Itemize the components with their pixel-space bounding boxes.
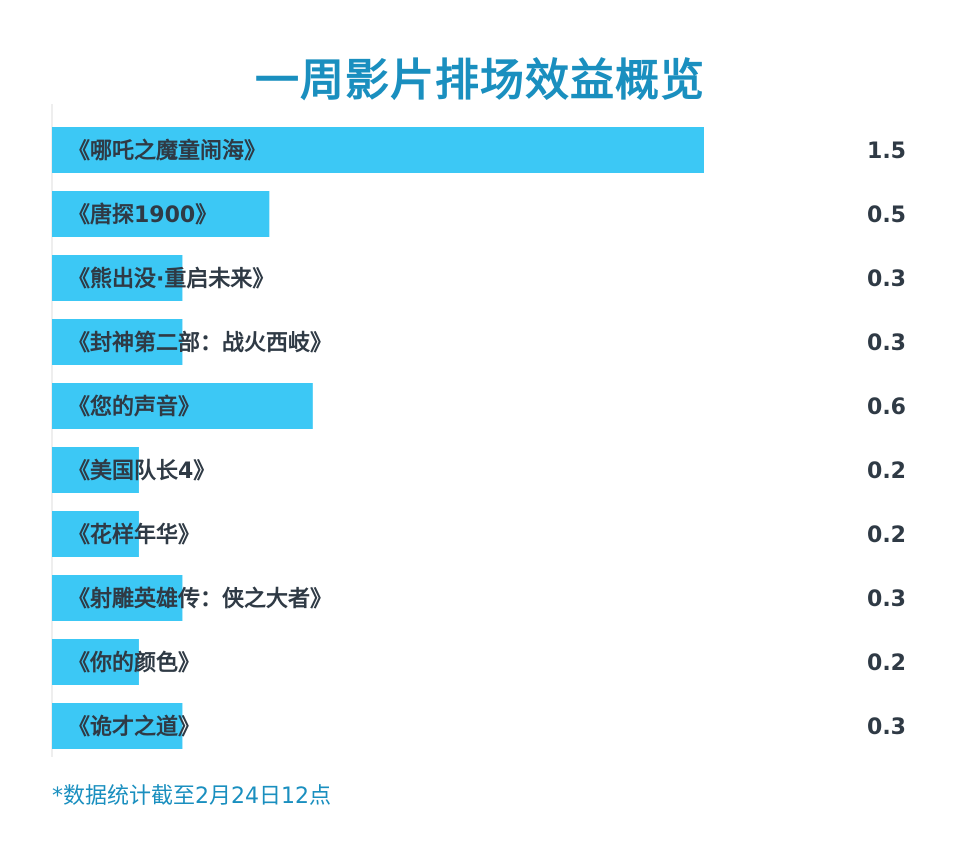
category-label: 《美国队长4》 [68, 458, 215, 484]
footnote: *数据统计截至2月24日12点 [52, 784, 331, 809]
category-label: 《射雕英雄传：侠之大者》 [68, 586, 332, 612]
value-label: 0.2 [867, 523, 906, 548]
bar-8 [52, 639, 139, 685]
value-labels-group: 1.5 0.5 0.3 0.3 0.6 0.2 0.2 0.3 0.2 0.3 [867, 139, 906, 740]
bar-0 [52, 127, 704, 173]
value-label: 0.2 [867, 459, 906, 484]
category-labels-group: 《哪吒之魔童闹海》《唐探1900》《熊出没·重启未来》《封神第二部：战火西岐》《… [68, 138, 332, 740]
value-label: 0.3 [867, 715, 906, 740]
category-label: 《唐探1900》 [68, 202, 217, 228]
value-label: 0.3 [867, 587, 906, 612]
category-label: 《哪吒之魔童闹海》 [68, 138, 266, 164]
category-label: 《诡才之道》 [68, 714, 200, 740]
bar-5 [52, 447, 139, 493]
category-label: 《你的颜色》 [68, 650, 200, 676]
value-label: 0.3 [867, 267, 906, 292]
bars-group [52, 127, 704, 749]
category-label: 《熊出没·重启未来》 [68, 266, 274, 292]
bar-9 [52, 703, 183, 749]
bar-3 [52, 319, 183, 365]
value-label: 0.2 [867, 651, 906, 676]
value-label: 0.3 [867, 331, 906, 356]
bar-6 [52, 511, 139, 557]
bar-1 [52, 191, 270, 237]
value-label: 1.5 [867, 139, 906, 164]
category-label: 《您的声音》 [68, 394, 200, 420]
category-label: 《花样年华》 [68, 522, 200, 548]
chart-title: 一周影片排场效益概览 [255, 55, 705, 106]
value-label: 0.5 [867, 203, 906, 228]
bar-2 [52, 255, 183, 301]
value-label: 0.6 [867, 395, 906, 420]
category-label: 《封神第二部：战火西岐》 [68, 330, 332, 356]
bar-4 [52, 383, 313, 429]
bar-7 [52, 575, 183, 621]
